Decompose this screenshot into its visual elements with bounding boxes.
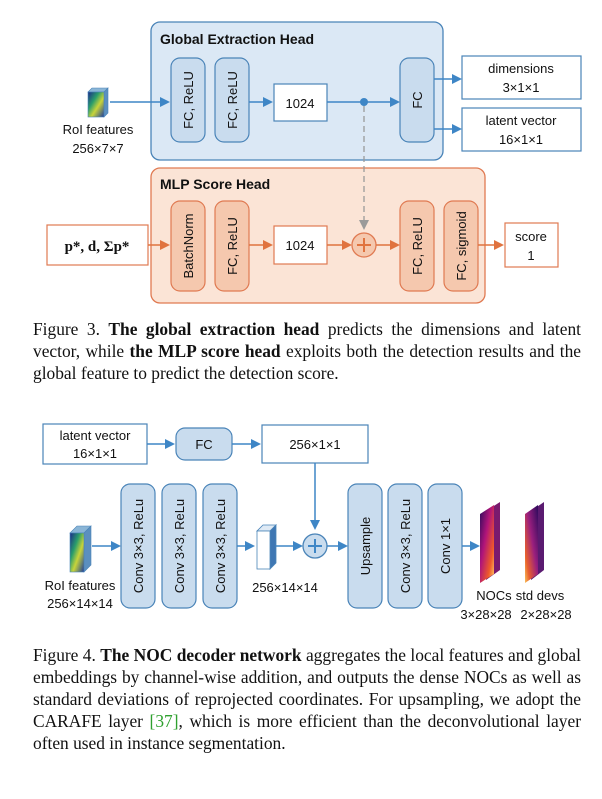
- fig4-latent-vector-box: [42, 423, 148, 465]
- mlp-input-box: [46, 224, 149, 266]
- mlp-fc-relu: [214, 200, 250, 292]
- global-fc-relu-2: [214, 57, 250, 143]
- mlp-1024-label: 1024: [286, 238, 315, 253]
- fig4-conv-final-label: Conv 1×1: [438, 518, 453, 574]
- score-output-box: [504, 222, 559, 268]
- figure3-caption-end: exploits both the detection results and …: [33, 341, 581, 383]
- global-fc-relu-2-label: FC, ReLU: [225, 71, 240, 129]
- mlp-out-fc-sigmoid-label: FC, sigmoid: [454, 211, 469, 280]
- global-output-fc-label: FC: [410, 91, 425, 108]
- figure3-diagram: Global Extraction Head MLP Score Head Ro…: [46, 21, 582, 304]
- roi-features-label: RoI features: [63, 122, 134, 137]
- figure4-citation-link[interactable]: [37]: [149, 711, 179, 731]
- figure4-caption-number: Figure 4.: [33, 645, 96, 665]
- global-output-fc: [399, 57, 435, 143]
- mlp-out-fc-sigmoid: [443, 200, 479, 292]
- fig4-roi-features-cube-icon: [69, 525, 92, 573]
- fig4-latent-size: 16×1×1: [73, 446, 117, 461]
- figure3-caption-middle: predicts the dimensions and latent vecto…: [33, 319, 582, 361]
- fig4-upsample: [347, 483, 383, 609]
- fig4-nocs-output-image: [480, 502, 500, 583]
- dimensions-label: dimensions: [488, 61, 554, 76]
- fig4-conv-1: [120, 483, 156, 609]
- mlp-out-fc-relu-label: FC, ReLU: [410, 217, 425, 275]
- mlp-batchnorm-label: BatchNorm: [181, 213, 196, 278]
- roi-features-cube-icon: [87, 87, 109, 118]
- fig4-nocs-size: 3×28×28: [460, 607, 511, 622]
- figure3-caption: Figure 3. The global extraction head pre…: [33, 318, 581, 384]
- fig4-feature-cube-icon: [256, 524, 277, 570]
- mlp-1024-box: [273, 225, 328, 265]
- global-1024-box: [273, 83, 328, 122]
- fig4-conv-after-label: Conv 3×3, ReLu: [398, 499, 413, 593]
- roi-features-size: 256×7×7: [72, 141, 123, 156]
- figure4-caption-rest: aggregates the local features and global…: [33, 645, 581, 731]
- figure4-caption-bold: The NOC decoder network: [100, 645, 302, 665]
- mlp-add-icon: [351, 232, 377, 258]
- fig4-roi-features-size: 256×14×14: [47, 596, 113, 611]
- fig4-latent-label: latent vector: [60, 428, 131, 443]
- mlp-input-label: p*, d, Σp*: [65, 239, 130, 255]
- figure3-caption-number: Figure 3.: [33, 319, 100, 339]
- dimensions-size: 3×1×1: [503, 80, 540, 95]
- fig4-std-devs-output-image: [525, 502, 544, 583]
- global-head-title: Global Extraction Head: [160, 31, 314, 47]
- fig4-conv-3-label: Conv 3×3, ReLu: [213, 499, 228, 593]
- mlp-batchnorm: [170, 200, 206, 292]
- global-1024-label: 1024: [286, 96, 315, 111]
- score-value: 1: [527, 248, 534, 263]
- dimensions-output-box: [461, 55, 582, 100]
- figure4-caption-tail: , which is more efficient than the decon…: [33, 711, 581, 753]
- latent-vector-output-box: [461, 107, 582, 152]
- figure3-caption-bold-2: the MLP score head: [129, 341, 281, 361]
- mlp-head-title: MLP Score Head: [160, 176, 270, 192]
- global-fc-relu-1-label: FC, ReLU: [181, 71, 196, 129]
- fig4-nocs-label: NOCs: [476, 588, 512, 603]
- fig4-add-icon: [302, 533, 328, 559]
- fig4-upsample-label: Upsample: [358, 517, 373, 576]
- score-label: score: [515, 229, 547, 244]
- global-fc-relu-1: [170, 57, 206, 143]
- mlp-fc-relu-label: FC, ReLU: [225, 217, 240, 275]
- branch-dot: [360, 98, 368, 106]
- figure4-caption: Figure 4. The NOC decoder network aggreg…: [33, 644, 581, 754]
- mlp-out-fc-relu: [399, 200, 435, 292]
- fig4-std-size: 2×28×28: [520, 607, 571, 622]
- fig4-conv-1-label: Conv 3×3, ReLu: [131, 499, 146, 593]
- fig4-feature-size: 256×14×14: [252, 580, 318, 595]
- figure3-caption-bold-1: The global extraction head: [108, 319, 320, 339]
- fig4-embed-size: 256×1×1: [289, 437, 340, 452]
- figure4-diagram: latent vector 16×1×1 FC 256×1×1 RoI feat…: [42, 423, 572, 622]
- fig4-roi-features-label: RoI features: [45, 578, 116, 593]
- latent-vector-label: latent vector: [486, 113, 557, 128]
- latent-vector-size: 16×1×1: [499, 132, 543, 147]
- fig4-embed-box: [261, 424, 369, 464]
- fig4-fc-label: FC: [195, 437, 212, 452]
- fig4-conv-2-label: Conv 3×3, ReLu: [172, 499, 187, 593]
- fig4-conv-2: [161, 483, 197, 609]
- fig4-std-label: std devs: [516, 588, 565, 603]
- fig4-conv-after: [387, 483, 423, 609]
